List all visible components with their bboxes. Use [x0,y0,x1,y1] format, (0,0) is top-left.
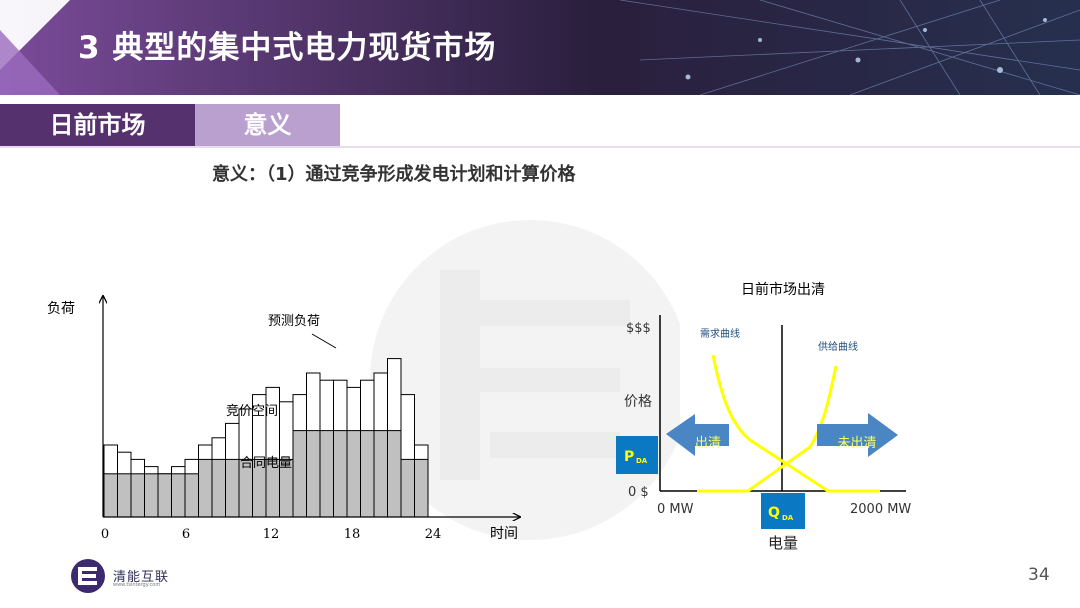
forecast-load-label: 预测负荷 [268,314,320,329]
load-chart: 负荷 时间 0 6 12 18 24 预测负荷 竞价空间 合同电量 [47,288,560,542]
contract-bar [400,458,415,518]
contract-bar [157,473,172,518]
uncleared-arrow [817,413,898,457]
contract-bar [103,473,118,518]
x-tick-24: 24 [425,527,442,542]
x-tick-12: 12 [263,527,280,542]
company-name: 清能互联 [113,570,170,585]
qda-subscript: DA [782,514,794,522]
x-tick-18: 18 [344,527,361,542]
x-axis-label: 时间 [490,526,518,542]
watermark-logo [370,220,680,540]
contract-bar [333,430,348,518]
contract-bar [144,473,159,518]
contract-bar [387,430,402,518]
contract-bar [373,430,388,518]
contract-bar [360,430,375,518]
demand-curve [711,354,880,493]
bidding-space-label: 竞价空间 [226,403,278,419]
x-tick-0: 0 [101,527,109,542]
contract-bar [414,458,429,518]
pda-box [616,436,658,474]
forecast-label-leader [311,333,337,349]
tab-day-ahead-market[interactable]: 日前市场 [0,104,195,146]
uncleared-label: 未出清 [837,436,876,451]
quantity-label: 电量 [768,534,798,552]
y-top-label: $$$ [626,321,651,336]
pda-subscript: DA [636,457,648,465]
supply-curve [697,365,838,493]
supply-curve-label: 供给曲线 [818,340,858,353]
contract-bar [306,430,321,518]
price-label: 价格 [624,394,652,410]
contract-bar [346,430,361,518]
contract-bar [117,473,132,518]
clearing-chart-title: 日前市场出清 [741,281,825,298]
contract-bar [198,458,213,518]
contract-bar [171,473,186,518]
tab-significance[interactable]: 意义 [195,104,340,146]
slide-title: 3 典型的集中式电力现货市场 [78,30,497,66]
company-logo-icon [71,559,105,593]
x-tick-6: 6 [182,527,190,542]
max-mw-label: 2000 MW [850,502,911,517]
contract-bar [184,473,199,518]
y-axis-label: 负荷 [47,301,75,317]
demand-curve-label: 需求曲线 [700,327,740,340]
contract-bar [130,473,145,518]
clearing-chart: 日前市场出清 $$$ 价格 0 $ 0 MW 2000 MW 电量 需求曲线 供… [616,281,911,552]
cleared-label: 出清 [695,436,721,451]
contract-volume-label: 合同电量 [240,456,292,471]
slide-subtitle: 意义：（1）通过竞争形成发电计划和计算价格 [212,164,576,185]
pda-main: P [624,449,634,465]
banner-background [0,0,1080,95]
page-number: 34 [1028,565,1050,585]
contract-bar [225,458,240,518]
qda-box [761,493,805,529]
cleared-arrow [666,414,729,456]
header-banner [0,0,1080,95]
qda-main: Q [768,505,780,521]
zero-price-label: 0 $ [628,485,649,500]
contract-bar [292,430,307,518]
company-url: www.tsintergy.com [113,582,161,588]
contract-bar [211,458,226,518]
zero-mw-label: 0 MW [657,502,694,517]
contract-bar [319,430,334,518]
tab-divider [0,146,1080,148]
